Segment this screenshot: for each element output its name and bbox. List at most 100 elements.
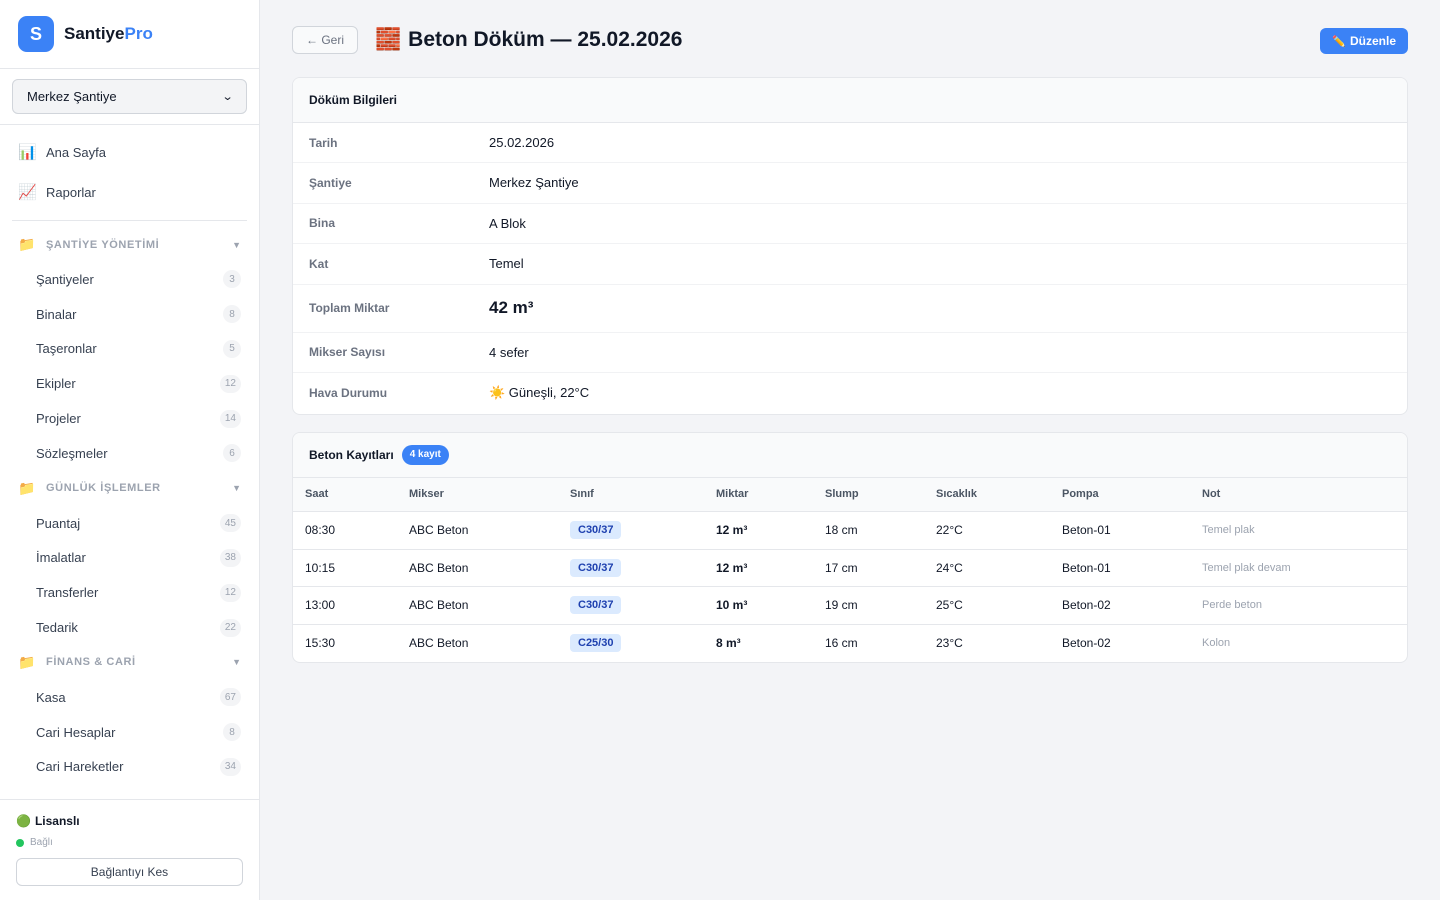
sidebar-item-label: Cari Hareketler xyxy=(36,759,124,775)
cell-amount: 12 m³ xyxy=(704,511,813,550)
class-badge: C25/30 xyxy=(570,634,622,652)
table-header-row: Saat Mikser Sınıf Miktar Slump Sıcaklık … xyxy=(293,477,1407,512)
info-label: Bina xyxy=(309,216,336,231)
cell-time: 08:30 xyxy=(293,511,397,550)
cell-time: 13:00 xyxy=(293,586,397,625)
column-header[interactable]: Sınıf xyxy=(558,477,704,512)
cell-temperature: 25°C xyxy=(924,586,1050,625)
sidebar-item-tedarik[interactable]: Tedarik 22 xyxy=(0,610,259,645)
cell-amount: 10 m³ xyxy=(704,586,813,625)
nav-item-raporlar[interactable]: 📈 Raporlar xyxy=(12,172,247,212)
folder-icon: 📁 xyxy=(18,236,36,252)
nav-scroll-area[interactable]: 📊 Ana Sayfa 📈 Raporlar 📁 ŞANTİYE YÖNETİM… xyxy=(0,125,259,799)
cell-temperature: 23°C xyxy=(936,636,963,650)
count-badge: 12 xyxy=(219,583,241,602)
sidebar-footer: 🟢 Lisanslı Bağlı Bağlantıyı Kes xyxy=(0,799,259,900)
sidebar-item-puantaj[interactable]: Puantaj 45 xyxy=(0,506,259,541)
section-header-gunluk-islemler[interactable]: 📁 GÜNLÜK İŞLEMLER ▼ xyxy=(0,471,259,506)
cell-class: C30/37 xyxy=(558,586,704,625)
brand-name-main: Santiye xyxy=(64,24,125,43)
info-row-mikser-sayisi: Mikser Sayısı 4 sefer xyxy=(293,333,1407,373)
table-row[interactable]: 10:15 ABC Beton C30/37 12 m³ 17 cm 24°C … xyxy=(293,549,1407,587)
page-title-text: Beton Döküm — 25.02.2026 xyxy=(408,28,683,51)
column-header[interactable]: Saat xyxy=(293,477,397,512)
section-title: ŞANTİYE YÖNETİMİ xyxy=(46,238,160,251)
edit-button-label: Düzenle xyxy=(1349,34,1396,48)
page-header: ← Geri 🧱 Beton Döküm — 25.02.2026 ✏️ Düz… xyxy=(292,0,1408,80)
cell-class: C30/37 xyxy=(558,549,704,587)
info-label: Mikser Sayısı xyxy=(309,345,386,359)
section-header-santiye-yonetimi[interactable]: 📁 ŞANTİYE YÖNETİMİ ▼ xyxy=(0,227,259,262)
column-header[interactable]: Slump xyxy=(813,477,924,512)
sidebar-item-ekipler[interactable]: Ekipler 12 xyxy=(0,366,259,401)
caret-down-icon: ▼ xyxy=(232,657,241,668)
table-row[interactable]: 13:00 ABC Beton C30/37 10 m³ 19 cm 25°C … xyxy=(293,586,1407,625)
caret-down-icon: ▼ xyxy=(232,239,241,250)
table-row[interactable]: 15:30 ABC Beton C25/30 8 m³ 16 cm 23°C B… xyxy=(293,624,1407,662)
card-header: Beton Kayıtları 4 kayıt xyxy=(293,432,1407,478)
site-selector[interactable]: Merkez Şantiye ⌄ xyxy=(12,79,247,114)
cell-mixer: ABC Beton xyxy=(397,511,558,550)
count-badge: 12 xyxy=(219,374,241,393)
connection-label: Bağlı xyxy=(30,837,53,848)
connection-status: Bağlı xyxy=(16,837,243,848)
edit-button[interactable]: ✏️ Düzenle xyxy=(1320,28,1408,54)
record-count-badge: 4 kayıt xyxy=(401,444,449,465)
brand-name: SantiyePro xyxy=(64,24,153,44)
cell-class: C30/37 xyxy=(558,511,704,550)
main-content: ← Geri 🧱 Beton Döküm — 25.02.2026 ✏️ Düz… xyxy=(292,0,1408,663)
cell-mixer: ABC Beton xyxy=(409,636,469,650)
info-row-toplam-miktar: Toplam Miktar 42 m³ xyxy=(293,285,1407,333)
sidebar-item-label: Puantaj xyxy=(36,515,81,531)
card-title: Beton Kayıtları xyxy=(309,447,394,462)
sidebar-item-binalar[interactable]: Binalar 8 xyxy=(0,297,259,332)
section-header-finans-cari[interactable]: 📁 FİNANS & CARİ ▼ xyxy=(0,645,259,680)
sidebar-item-kasa[interactable]: Kasa 67 xyxy=(0,680,259,715)
column-header[interactable]: Sıcaklık xyxy=(924,477,1050,512)
nav-item-label: Ana Sayfa xyxy=(46,144,106,160)
count-badge: 8 xyxy=(223,723,241,742)
info-label: Kat xyxy=(309,256,329,271)
disconnect-button[interactable]: Bağlantıyı Kes xyxy=(16,858,243,886)
count-badge: 3 xyxy=(223,270,241,289)
cell-time: 15:30 xyxy=(305,636,336,650)
sidebar-item-cari-hesaplar[interactable]: Cari Hesaplar 8 xyxy=(0,715,259,750)
column-header[interactable]: Pompa xyxy=(1050,477,1190,512)
table-row[interactable]: 08:30 ABC Beton C30/37 12 m³ 18 cm 22°C … xyxy=(293,511,1407,550)
back-button[interactable]: ← Geri xyxy=(292,26,359,54)
sidebar-item-label: Cari Hesaplar xyxy=(36,724,116,740)
info-row-hava-durumu: Hava Durumu ☀️ Güneşli, 22°C xyxy=(293,373,1407,414)
sidebar-item-sozlesmeler[interactable]: Sözleşmeler 6 xyxy=(0,436,259,471)
column-header[interactable]: Mikser xyxy=(397,477,558,512)
cell-note: Perde beton xyxy=(1190,586,1407,625)
main-nav: 📊 Ana Sayfa 📈 Raporlar xyxy=(12,125,247,221)
class-badge: C30/37 xyxy=(570,596,622,615)
info-value: 42 m³ xyxy=(489,298,534,317)
sidebar-item-santiyeler[interactable]: Şantiyeler 3 xyxy=(0,262,259,297)
sidebar-item-label: Kasa xyxy=(36,689,66,705)
section-title: FİNANS & CARİ xyxy=(46,656,136,669)
site-selector-value: Merkez Şantiye xyxy=(27,89,117,104)
column-header[interactable]: Miktar xyxy=(704,477,813,512)
cell-note: Temel plak devam xyxy=(1190,549,1407,587)
class-badge: C30/37 xyxy=(570,558,622,577)
column-header[interactable]: Not xyxy=(1190,477,1407,512)
info-row-santiye: Şantiye Merkez Şantiye xyxy=(293,163,1407,204)
sidebar-item-taseronlar[interactable]: Taşeronlar 5 xyxy=(0,332,259,367)
sidebar-item-imalatlar[interactable]: İmalatlar 38 xyxy=(0,541,259,576)
nav-item-label: Raporlar xyxy=(46,184,96,200)
sidebar-item-cari-hareketler[interactable]: Cari Hareketler 34 xyxy=(0,750,259,785)
green-circle-icon: 🟢 xyxy=(16,814,31,828)
brand[interactable]: S SantiyePro xyxy=(0,0,259,69)
cell-mixer: ABC Beton xyxy=(397,549,558,587)
info-row-tarih: Tarih 25.02.2026 xyxy=(293,123,1407,163)
sidebar-item-projeler[interactable]: Projeler 14 xyxy=(0,401,259,436)
pour-info-card: Döküm Bilgileri Tarih 25.02.2026 Şantiye… xyxy=(292,77,1408,415)
sidebar-item-label: Projeler xyxy=(36,411,81,427)
sidebar-item-transferler[interactable]: Transferler 12 xyxy=(0,575,259,610)
brick-icon: 🧱 xyxy=(375,28,402,51)
info-value: 4 sefer xyxy=(489,344,529,360)
count-badge: 8 xyxy=(223,305,241,324)
info-value: 25.02.2026 xyxy=(489,135,555,150)
nav-item-ana-sayfa[interactable]: 📊 Ana Sayfa xyxy=(12,132,247,172)
